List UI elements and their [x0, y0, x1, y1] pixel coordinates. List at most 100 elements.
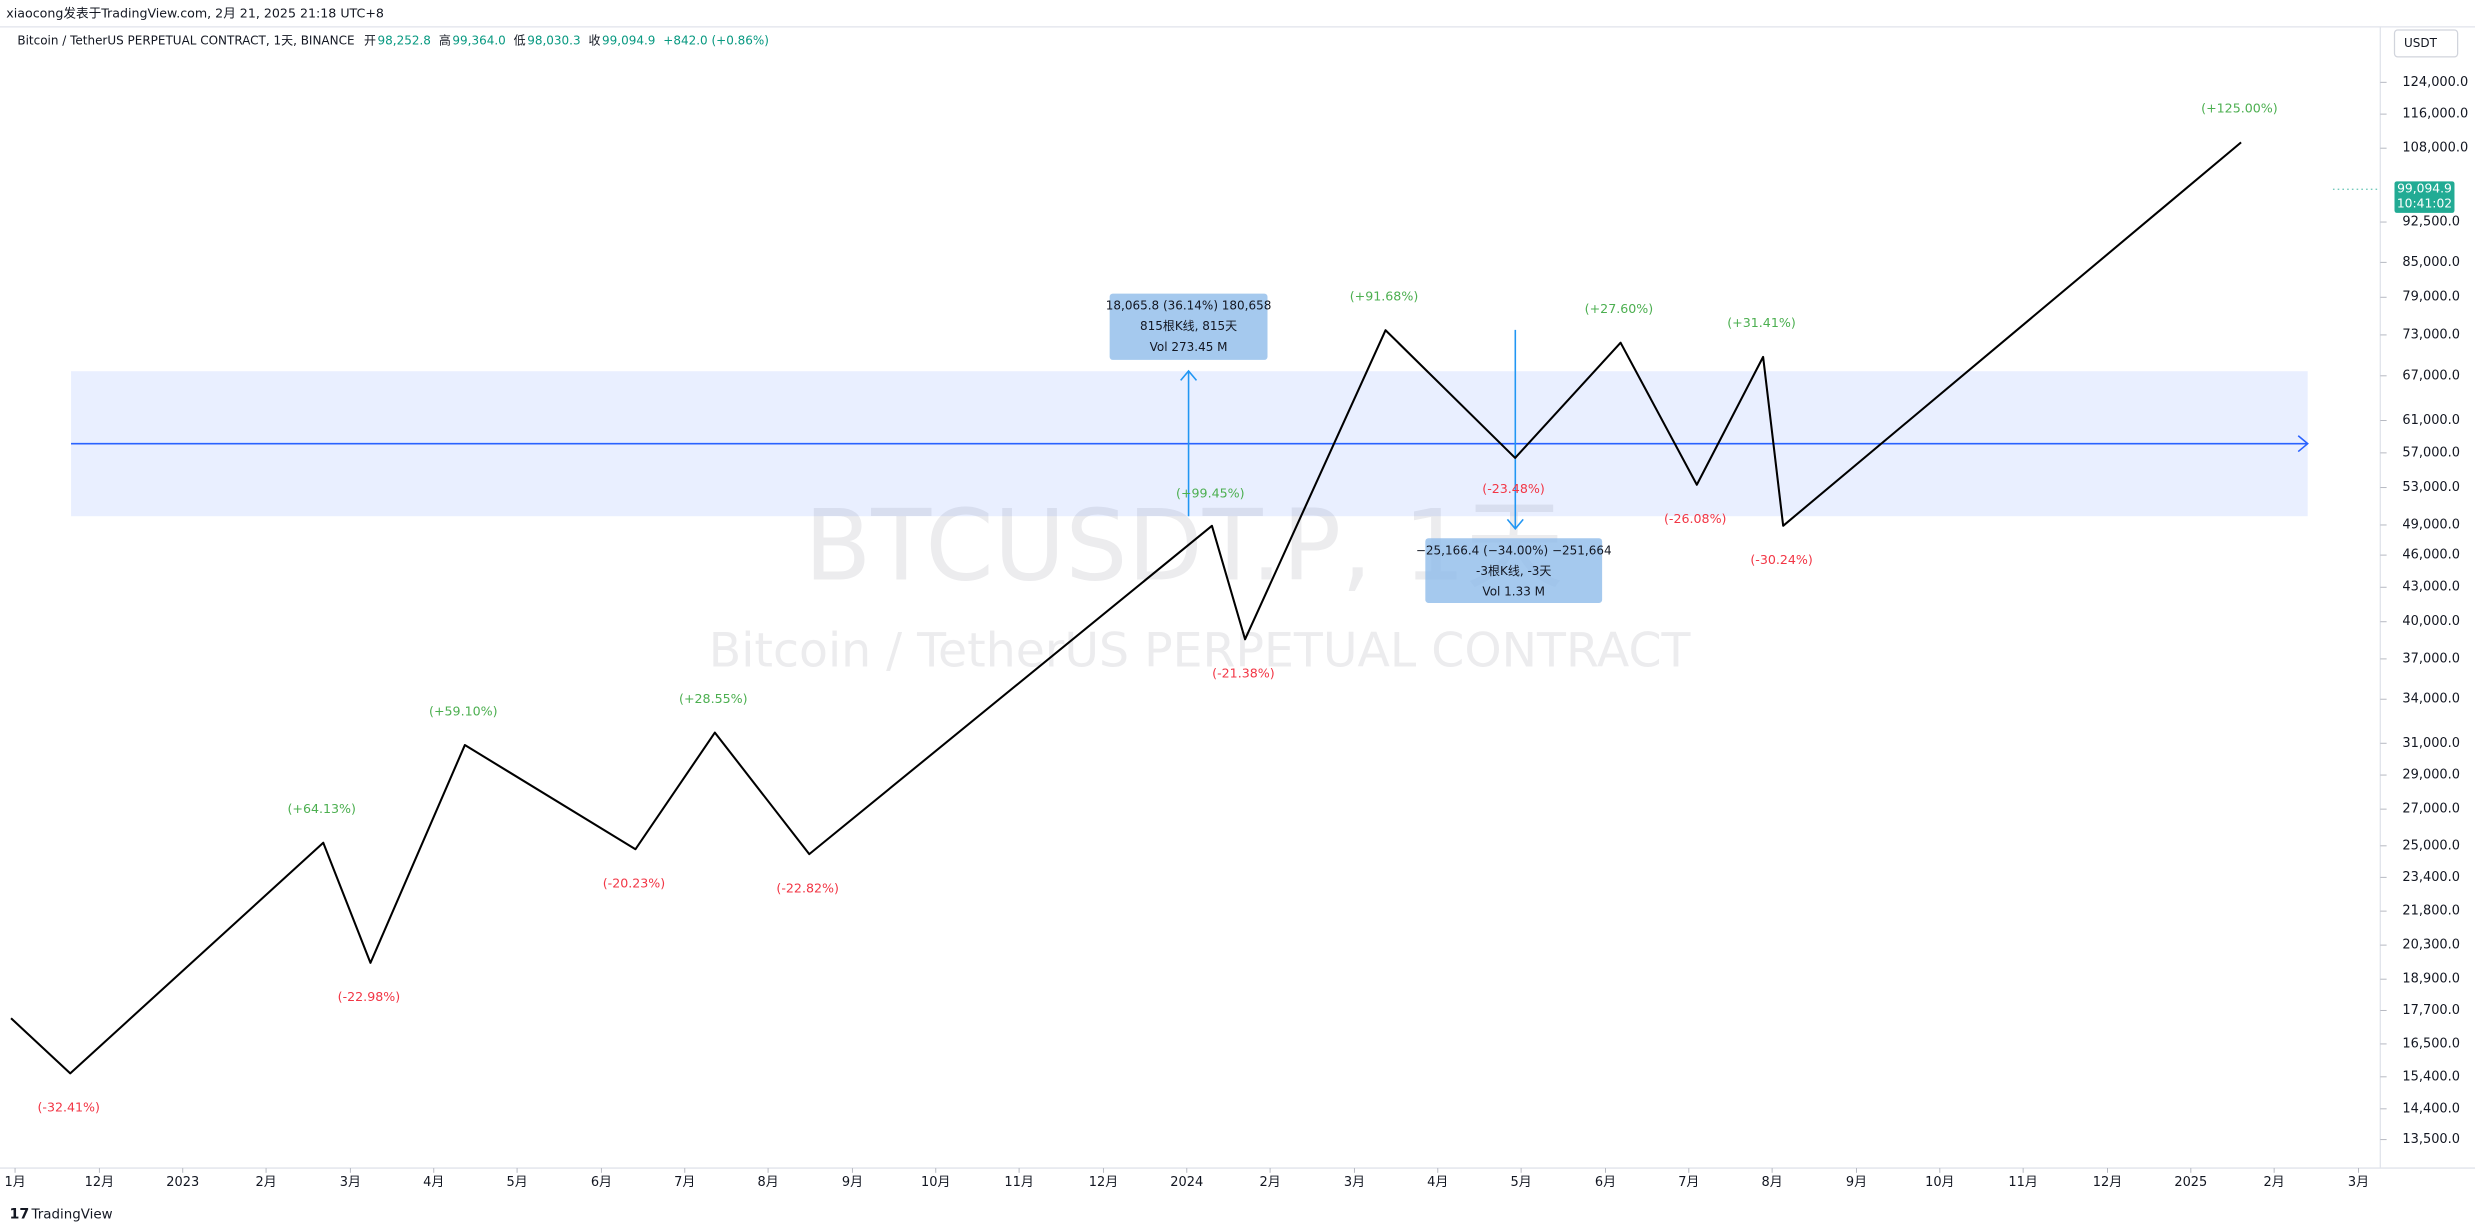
x-tick-label: 4月	[1427, 1175, 1448, 1190]
change: +842.0 (+0.86%)	[663, 34, 769, 48]
y-tick-label: 31,000.0	[2402, 736, 2460, 751]
y-tick-label: 49,000.0	[2402, 517, 2460, 532]
y-tick-label: 20,300.0	[2402, 938, 2460, 953]
x-tick-label: 12月	[1089, 1175, 1118, 1190]
y-tick-label: 27,000.0	[2402, 802, 2460, 817]
last-price-box	[2394, 181, 2455, 213]
y-tick-label: 46,000.0	[2402, 548, 2460, 563]
swing-percent: (-20.23%)	[603, 875, 665, 890]
x-tick-label: 12月	[2093, 1175, 2122, 1190]
x-tick-label: 4月	[423, 1175, 444, 1190]
x-tick-label: 10月	[1925, 1175, 1954, 1190]
measure-text: Vol 1.33 M	[1482, 584, 1545, 598]
x-tick-label: 2月	[1260, 1175, 1281, 1190]
ohlc-label: 高	[439, 33, 451, 48]
y-tick-label: 40,000.0	[2402, 614, 2460, 629]
x-tick-label: 7月	[674, 1175, 695, 1190]
swing-percent: (-22.98%)	[338, 989, 400, 1004]
symbol-line: Bitcoin / TetherUS PERPETUAL CONTRACT, 1…	[17, 33, 769, 48]
x-tick-label: 7月	[1678, 1175, 1699, 1190]
y-tick-label: 14,400.0	[2402, 1101, 2460, 1116]
x-tick-label: 11月	[2008, 1175, 2037, 1190]
ohlc-value: 98,252.8	[378, 34, 431, 48]
x-tick-label: 2024	[1170, 1175, 1203, 1190]
x-tick-label: 2025	[2174, 1175, 2207, 1190]
x-tick-label: 3月	[2348, 1175, 2369, 1190]
currency[interactable]: USDT	[2404, 36, 2438, 50]
measure-text: -3根K线, -3天	[1476, 564, 1551, 578]
x-tick-label: 2月	[2264, 1175, 2285, 1190]
ohlc-label: 低	[514, 34, 526, 48]
x-tick-label: 12月	[85, 1175, 114, 1190]
y-tick-label: 61,000.0	[2402, 413, 2460, 428]
author-line: xiaocong发表于TradingView.com, 2月 21, 2025 …	[6, 6, 384, 21]
y-tick-label: 16,500.0	[2402, 1036, 2460, 1051]
y-tick-label: 57,000.0	[2402, 445, 2460, 460]
logo-mark: 𝟭𝟳	[9, 1207, 29, 1223]
ohlc-value: 99,364.0	[452, 34, 505, 48]
measure-box	[1425, 538, 1603, 603]
zone-arrow	[2297, 435, 2309, 453]
x-tick-label: 11月	[1004, 1175, 1033, 1190]
countdown: 10:41:02	[2397, 197, 2452, 211]
y-tick-label: 23,400.0	[2402, 870, 2460, 885]
ohlc-label: 收	[588, 34, 600, 48]
swing-percent: (-26.08%)	[1664, 511, 1726, 526]
x-tick-label: 6月	[1595, 1175, 1616, 1190]
swing-percent: (+31.41%)	[1727, 315, 1795, 330]
measure-arrow-head	[1506, 518, 1524, 531]
swing-percent: (-22.82%)	[776, 880, 838, 895]
y-tick-label: 43,000.0	[2402, 580, 2460, 595]
measure-text: 18,065.8 (36.14%) 180,658	[1106, 299, 1272, 313]
watermark-name: Bitcoin / TetherUS PERPETUAL CONTRACT	[709, 623, 1692, 678]
ohlc-label: 开	[364, 34, 376, 48]
x-tick-label: 9月	[1846, 1175, 1867, 1190]
swing-percent: (+59.10%)	[429, 703, 497, 718]
currency-button[interactable]	[2393, 29, 2459, 58]
x-tick-label: 3月	[340, 1175, 361, 1190]
y-tick-label: 85,000.0	[2402, 255, 2460, 270]
x-tick-label: 8月	[758, 1175, 779, 1190]
swing-line	[10, 141, 2242, 1075]
y-tick-label: 13,500.0	[2402, 1132, 2460, 1147]
x-tick-label: 2023	[166, 1175, 199, 1190]
swing-percent: (-30.24%)	[1750, 552, 1812, 567]
x-tick-label: 5月	[506, 1175, 527, 1190]
x-tick-label: 5月	[1511, 1175, 1532, 1190]
y-tick-label: 29,000.0	[2402, 768, 2460, 783]
y-tick-label: 37,000.0	[2402, 651, 2460, 666]
y-tick-label: 92,500.0	[2402, 215, 2460, 230]
y-tick-label: 17,700.0	[2402, 1003, 2460, 1018]
swing-percent: (+28.55%)	[679, 691, 747, 706]
swing-percent: (+99.45%)	[1176, 486, 1244, 501]
y-tick-label: 124,000.0	[2402, 75, 2468, 90]
ohlc-value: 98,030.3	[527, 34, 580, 48]
swing-percent: (+64.13%)	[287, 801, 355, 816]
measure-box	[1109, 293, 1268, 360]
swing-percent: (-32.41%)	[37, 1100, 99, 1115]
tv-logo: 𝟭𝟳 TradingView	[9, 1207, 112, 1223]
x-tick-label: 1月	[4, 1175, 25, 1190]
swing-percent: (+125.00%)	[2201, 101, 2278, 116]
x-tick-label: 2月	[255, 1175, 276, 1190]
y-tick-label: 53,000.0	[2402, 480, 2460, 495]
x-tick-label: 3月	[1344, 1175, 1365, 1190]
y-tick-label: 73,000.0	[2402, 327, 2460, 342]
y-tick-label: 21,800.0	[2402, 904, 2460, 919]
y-tick-label: 18,900.0	[2402, 972, 2460, 987]
y-tick-label: 25,000.0	[2402, 838, 2460, 853]
swing-percent: (+91.68%)	[1350, 289, 1418, 304]
measure-text: −25,166.4 (−34.00%) −251,664	[1416, 543, 1612, 557]
swing-percent: (-23.48%)	[1482, 481, 1544, 496]
x-tick-label: 6月	[591, 1175, 612, 1190]
y-tick-label: 116,000.0	[2402, 107, 2468, 122]
swing-percent: (-21.38%)	[1212, 665, 1274, 680]
last-price: 99,094.9	[2397, 182, 2452, 196]
ohlc-value: 99,094.9	[602, 34, 655, 48]
y-tick-label: 108,000.0	[2402, 141, 2468, 156]
y-tick-label: 34,000.0	[2402, 692, 2460, 707]
swing-percent: (+27.60%)	[1585, 301, 1653, 316]
symbol: Bitcoin / TetherUS PERPETUAL CONTRACT, 1…	[17, 34, 354, 48]
